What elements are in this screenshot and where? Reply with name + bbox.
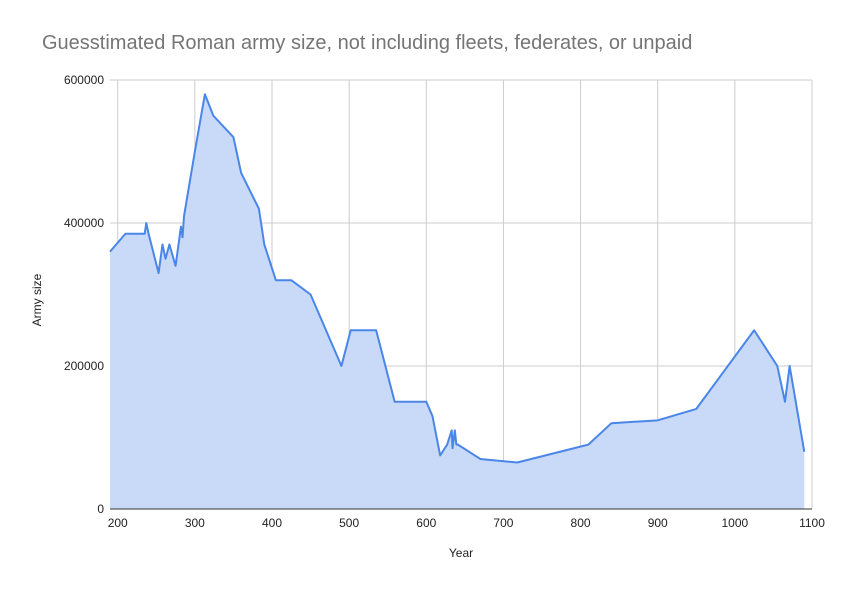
y-axis-title: Army size bbox=[30, 273, 44, 326]
x-tick-label: 800 bbox=[571, 516, 591, 530]
x-tick-label: 1000 bbox=[722, 516, 749, 530]
y-tick-label: 200000 bbox=[64, 359, 104, 373]
x-tick-label: 900 bbox=[648, 516, 668, 530]
y-axis-tick-labels: 0 200000 400000 600000 bbox=[64, 73, 104, 516]
x-tick-label: 300 bbox=[185, 516, 205, 530]
x-tick-label: 1100 bbox=[799, 516, 825, 530]
x-axis-title: Year bbox=[449, 546, 473, 560]
x-axis-tick-labels: 200 300 400 500 600 700 800 900 1000 1100 bbox=[108, 516, 826, 530]
x-tick-label: 600 bbox=[416, 516, 436, 530]
x-tick-label: 200 bbox=[108, 516, 128, 530]
x-tick-label: 500 bbox=[339, 516, 359, 530]
y-tick-label: 600000 bbox=[64, 73, 104, 87]
x-tick-label: 400 bbox=[262, 516, 282, 530]
y-tick-label: 0 bbox=[97, 502, 104, 516]
series-line bbox=[109, 93, 806, 464]
chart-title: Guesstimated Roman army size, not includ… bbox=[42, 32, 693, 54]
area-fill bbox=[110, 94, 805, 510]
y-tick-label: 400000 bbox=[64, 216, 104, 230]
x-tick-label: 700 bbox=[493, 516, 513, 530]
